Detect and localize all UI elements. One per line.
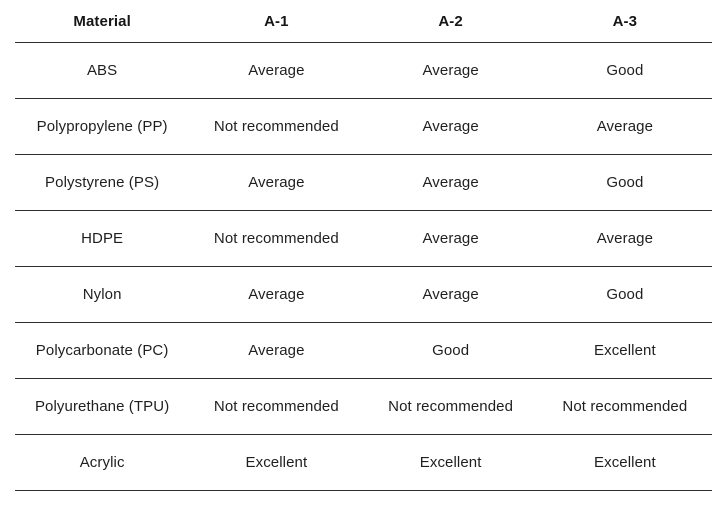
column-header-a1: A-1	[189, 0, 364, 43]
rating-cell: Average	[189, 154, 364, 211]
rating-cell: Good	[537, 266, 712, 323]
rating-cell: Good	[537, 42, 712, 99]
rating-cell: Average	[537, 98, 712, 155]
material-cell: Acrylic	[15, 434, 190, 491]
table-body: ABS Average Average Good Polypropylene (PP) N…	[15, 42, 712, 491]
table-header: Material A-1 A-2 A-3	[15, 0, 712, 43]
header-row: Material A-1 A-2 A-3	[15, 0, 712, 43]
table-row: Polystyrene (PS) Average Average Good	[15, 154, 712, 211]
rating-cell: Not recommended	[189, 210, 364, 267]
table-row: Nylon Average Average Good	[15, 266, 712, 323]
rating-cell: Not recommended	[189, 378, 364, 435]
material-cell: Nylon	[15, 266, 190, 323]
table-row: Polypropylene (PP) Not recommended Average…	[15, 98, 712, 155]
rating-cell: Excellent	[537, 434, 712, 491]
rating-cell: Average	[363, 266, 538, 323]
material-cell: Polystyrene (PS)	[15, 154, 190, 211]
column-header-material: Material	[15, 0, 190, 43]
rating-cell: Excellent	[363, 434, 538, 491]
material-cell: ABS	[15, 42, 190, 99]
material-cell: HDPE	[15, 210, 190, 267]
material-compatibility-table: Material A-1 A-2 A-3 ABS Average Average Go…	[15, 0, 712, 491]
rating-cell: Average	[189, 42, 364, 99]
table-row: HDPE Not recommended Average Average	[15, 210, 712, 267]
table-row: ABS Average Average Good	[15, 42, 712, 99]
column-header-a3: A-3	[537, 0, 712, 43]
rating-cell: Average	[537, 210, 712, 267]
rating-cell: Good	[363, 322, 538, 379]
table-row: Polycarbonate (PC) Average Good Excellent	[15, 322, 712, 379]
rating-cell: Average	[363, 98, 538, 155]
rating-cell: Average	[363, 154, 538, 211]
material-cell: Polypropylene (PP)	[15, 98, 190, 155]
column-header-a2: A-2	[363, 0, 538, 43]
rating-cell: Not recommended	[363, 378, 538, 435]
rating-cell: Average	[363, 210, 538, 267]
rating-cell: Average	[189, 266, 364, 323]
rating-cell: Good	[537, 154, 712, 211]
rating-cell: Not recommended	[537, 378, 712, 435]
material-cell: Polyurethane (TPU)	[15, 378, 190, 435]
table-row: Polyurethane (TPU) Not recommended Not rec…	[15, 378, 712, 435]
rating-cell: Excellent	[537, 322, 712, 379]
table-row: Acrylic Excellent Excellent Excellent	[15, 434, 712, 491]
rating-cell: Average	[363, 42, 538, 99]
material-cell: Polycarbonate (PC)	[15, 322, 190, 379]
rating-cell: Average	[189, 322, 364, 379]
rating-cell: Not recommended	[189, 98, 364, 155]
rating-cell: Excellent	[189, 434, 364, 491]
